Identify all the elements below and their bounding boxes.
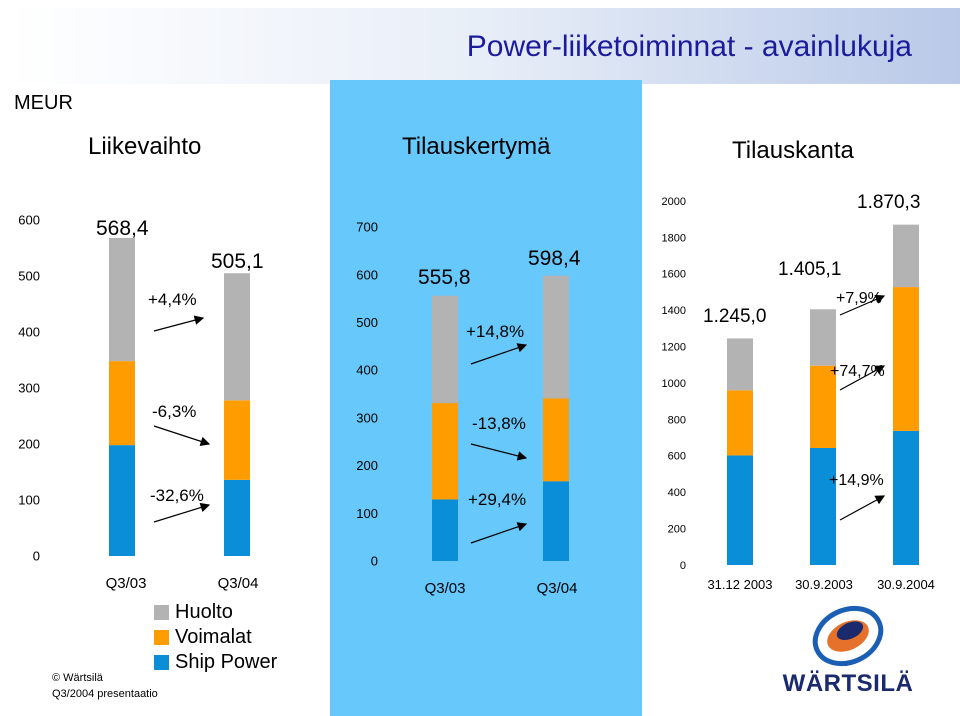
tilauskertym-change-label-huolto: +14,8% <box>466 322 524 341</box>
liikevaihto-ytick-200: 200 <box>18 437 40 452</box>
liikevaihto-total-label-q3-03: 568,4 <box>96 217 149 240</box>
unit-label: MEUR <box>14 92 73 114</box>
liikevaihto-change-label-voimalat: -6,3% <box>152 402 196 421</box>
footer-copyright: © Wärtsilä <box>52 672 103 684</box>
tilauskanta-bar-30-9-2004-huolto <box>893 224 919 288</box>
wartsila-logo: WÄRTSILÄ <box>778 600 918 700</box>
tilauskanta-change-label-ship-power: +14,9% <box>829 472 884 489</box>
liikevaihto-ytick-500: 500 <box>18 269 40 284</box>
liikevaihto-bar-q3-03-voimalat <box>109 361 135 446</box>
tilauskertym-bar-q3-04-huolto <box>543 275 569 399</box>
wartsila-logo-text: WÄRTSILÄ <box>782 670 914 697</box>
liikevaihto-bar-q3-04-voimalat <box>224 400 250 480</box>
liikevaihto-bar-q3-04-huolto <box>224 273 250 401</box>
tilauskanta-change-arrow-huolto <box>839 294 886 316</box>
tilauskanta-ytick-400: 400 <box>668 487 686 499</box>
tilauskanta-total-label-31-12-2003: 1.245,0 <box>703 306 766 327</box>
chart-title-tilauskanta: Tilauskanta <box>732 137 854 164</box>
liikevaihto-ytick-300: 300 <box>18 381 40 396</box>
liikevaihto-bar-q3-03-ship-power <box>109 445 135 556</box>
tilauskanta-ytick-1000: 1000 <box>662 378 686 390</box>
tilauskertym-change-arrow-ship-power <box>470 522 528 544</box>
tilauskanta-ytick-1800: 1800 <box>662 232 686 244</box>
tilauskanta-ytick-1200: 1200 <box>662 341 686 353</box>
tilauskanta-change-label-huolto: +7,9% <box>836 290 882 307</box>
liikevaihto-bar-q3-03-huolto <box>109 237 135 362</box>
tilauskertym-change-arrow-huolto <box>470 343 528 365</box>
tilauskanta-ytick-1600: 1600 <box>662 269 686 281</box>
chart-title-liikevaihto: Liikevaihto <box>88 133 202 160</box>
tilauskanta-bar-30-9-2003-huolto <box>810 309 836 366</box>
liikevaihto-change-label-ship-power: -32,6% <box>150 486 204 505</box>
tilauskanta-ytick-800: 800 <box>668 414 686 426</box>
legend-label-huolto: Huolto <box>175 601 233 623</box>
footer-presentation: Q3/2004 presentaatio <box>52 688 158 700</box>
tilauskanta-bar-31-12-2003-voimalat <box>727 390 753 456</box>
tilauskanta-bar-30-9-2004-voimalat <box>893 287 919 431</box>
tilauskanta-bar-30-9-2003-ship-power <box>810 447 836 565</box>
liikevaihto-ytick-100: 100 <box>18 493 40 508</box>
tilauskertym-ytick-300: 300 <box>356 410 378 425</box>
tilauskanta-category-label-30-9-2004: 30.9.2004 <box>877 577 935 592</box>
tilauskanta-bar-31-12-2003-ship-power <box>727 455 753 565</box>
tilauskanta-change-label-voimalat: +74,7% <box>830 363 885 380</box>
legend-label-voimalat: Voimalat <box>175 626 252 648</box>
tilauskertym-total-label-q3-04: 598,4 <box>528 247 581 270</box>
tilauskertym-total-label-q3-03: 555,8 <box>418 266 471 289</box>
liikevaihto-change-label-huolto: +4,4% <box>148 290 197 309</box>
liikevaihto-total-label-q3-04: 505,1 <box>211 250 264 273</box>
tilauskertym-bar-q3-03-huolto <box>432 295 458 404</box>
liikevaihto-ytick-400: 400 <box>18 325 40 340</box>
tilauskertym-ytick-600: 600 <box>356 267 378 282</box>
tilauskertym-ytick-200: 200 <box>356 458 378 473</box>
tilauskanta-ytick-2000: 2000 <box>662 196 686 208</box>
liikevaihto-bar-q3-04-ship-power <box>224 479 250 556</box>
tilauskertym-ytick-400: 400 <box>356 363 378 378</box>
legend-swatch-ship-power <box>154 655 169 670</box>
liikevaihto-category-label-q3-04: Q3/04 <box>218 575 259 592</box>
tilauskanta-ytick-1400: 1400 <box>662 305 686 317</box>
legend-label-ship-power: Ship Power <box>175 651 278 673</box>
tilauskanta-bar-31-12-2003-huolto <box>727 338 753 391</box>
tilauskanta-ytick-600: 600 <box>668 451 686 463</box>
tilauskanta-bar-30-9-2003-voimalat <box>810 365 836 448</box>
tilauskertym-category-label-q3-03: Q3/03 <box>425 580 466 597</box>
liikevaihto-change-arrow-ship-power <box>153 502 211 523</box>
tilauskanta-ytick-0: 0 <box>680 560 686 572</box>
tilauskertym-ytick-500: 500 <box>356 315 378 330</box>
legend-swatch-voimalat <box>154 630 169 645</box>
page-title: Power-liiketoiminnat - avainlukuja <box>466 30 912 63</box>
tilauskertym-bar-q3-03-voimalat <box>432 403 458 500</box>
tilauskanta-total-label-30-9-2004: 1.870,3 <box>857 192 920 213</box>
tilauskanta-category-label-30-9-2003: 30.9.2003 <box>795 577 853 592</box>
tilauskertym-change-arrow-voimalat <box>470 443 528 461</box>
tilauskertym-change-label-ship-power: +29,4% <box>468 490 526 509</box>
tilauskertym-bar-q3-03-ship-power <box>432 499 458 561</box>
tilauskanta-change-arrow-voimalat <box>839 365 886 391</box>
tilauskertym-bar-q3-04-voimalat <box>543 398 569 482</box>
tilauskertym-ytick-700: 700 <box>356 220 378 235</box>
chart-title-tilauskertyma: Tilauskertymä <box>402 133 551 160</box>
wartsila-logo-mark <box>812 605 884 667</box>
liikevaihto-ytick-0: 0 <box>33 549 40 564</box>
liikevaihto-ytick-600: 600 <box>18 213 40 228</box>
tilauskertym-ytick-0: 0 <box>371 554 378 569</box>
tilauskertym-ytick-100: 100 <box>356 506 378 521</box>
liikevaihto-category-label-q3-03: Q3/03 <box>106 575 147 592</box>
tilauskertym-bar-q3-04-ship-power <box>543 481 569 561</box>
legend-swatch-huolto <box>154 605 169 620</box>
tilauskanta-category-label-31-12-2003: 31.12 2003 <box>707 577 772 592</box>
tilauskertym-change-label-voimalat: -13,8% <box>472 414 526 433</box>
tilauskanta-change-arrow-ship-power <box>839 495 886 521</box>
tilauskertym-category-label-q3-04: Q3/04 <box>537 580 578 597</box>
highlight-column <box>330 80 642 716</box>
tilauskanta-total-label-30-9-2003: 1.405,1 <box>778 259 841 280</box>
tilauskanta-ytick-200: 200 <box>668 523 686 535</box>
liikevaihto-change-arrow-huolto <box>153 315 205 332</box>
tilauskanta-bar-30-9-2004-ship-power <box>893 430 919 565</box>
liikevaihto-change-arrow-voimalat <box>153 425 211 446</box>
title-band: Power-liiketoiminnat - avainlukuja <box>8 8 960 84</box>
